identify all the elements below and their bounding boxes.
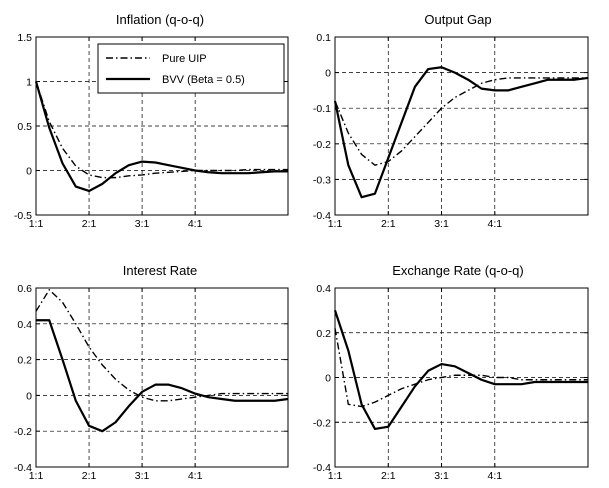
series-line-bvv	[333, 310, 588, 431]
y-tick-label: -0.2	[313, 417, 331, 429]
plot-frame	[35, 287, 289, 468]
series-line-bvv	[34, 81, 288, 193]
panel-exchange-rate: Exchange Rate (q-o-q) -0.4 -0.2 0 0.2 0.4 1:1…	[313, 263, 589, 482]
x-tick-label: 1:1	[328, 218, 343, 230]
legend-label: BVV (Beta = 0.5)	[162, 74, 245, 86]
y-tick-label: -0.1	[313, 103, 331, 115]
y-tick-label: 0.5	[17, 121, 32, 133]
series-line-pure-uip	[334, 328, 588, 408]
legend: Pure UIP BVV (Beta = 0.5)	[97, 43, 285, 94]
x-tick-label: 2:1	[381, 218, 396, 230]
chart-title: Interest Rate	[123, 263, 197, 278]
y-tick-label: -0.2	[313, 139, 331, 151]
x-tick-label: 4:1	[188, 218, 203, 230]
y-tick-label: 0	[26, 166, 32, 178]
y-tick-label: -0.2	[14, 426, 32, 438]
y-tick-label: 0	[325, 373, 331, 385]
chart-title: Inflation (q-o-q)	[116, 12, 204, 27]
x-tick-label: 3:1	[135, 218, 150, 230]
x-tick-label: 3:1	[434, 218, 449, 230]
legend-box	[97, 43, 285, 94]
y-tick-label: -0.4	[14, 462, 32, 474]
x-tick-label: 3:1	[434, 470, 449, 482]
x-tick-label: 2:1	[82, 218, 97, 230]
y-tick-label: -0.4	[313, 210, 331, 222]
y-tick-label: 0.4	[17, 319, 32, 331]
series-line-pure-uip	[35, 81, 288, 179]
x-tick-label: 3:1	[135, 470, 150, 482]
y-tick-label: 0.6	[17, 283, 32, 295]
x-tick-label: 1:1	[29, 218, 44, 230]
y-tick-label: 0.2	[316, 328, 331, 340]
y-tick-label: 0.4	[316, 283, 331, 295]
x-tick-label: 1:1	[29, 470, 44, 482]
y-tick-label: 1.5	[17, 32, 32, 44]
series-line-bvv	[333, 66, 589, 199]
series-line-bvv	[36, 319, 289, 433]
panel-output-gap: Output Gap -0.4 -0.3 -0.2 -0.1 0 0.1 1:1 2:1 3:1…	[313, 12, 589, 230]
x-tick-label: 1:1	[328, 470, 343, 482]
y-tick-label: 0.2	[17, 355, 32, 367]
panel-interest-rate: Interest Rate -0.4 -0.2 0 0.2 0.4 0.6 1:1 2:1 3:…	[14, 263, 289, 482]
y-tick-label: -0.3	[313, 174, 331, 186]
x-tick-label: 2:1	[381, 470, 396, 482]
x-tick-label: 4:1	[188, 470, 203, 482]
y-tick-label: 0	[26, 390, 32, 402]
chart-title: Output Gap	[424, 12, 491, 27]
series-line-pure-uip	[35, 289, 288, 402]
chart-title: Exchange Rate (q-o-q)	[392, 263, 524, 278]
y-tick-label: -0.4	[313, 462, 331, 474]
y-tick-label: 0.1	[316, 32, 331, 44]
y-tick-label: -0.5	[14, 210, 32, 222]
series-line-pure-uip	[334, 77, 588, 166]
y-tick-label: 0	[325, 68, 331, 80]
legend-label: Pure UIP	[162, 53, 207, 65]
x-tick-label: 2:1	[82, 470, 97, 482]
x-tick-label: 4:1	[487, 470, 502, 482]
plot-frame	[334, 36, 589, 216]
x-tick-label: 4:1	[487, 218, 502, 230]
y-tick-label: 1	[26, 77, 32, 89]
